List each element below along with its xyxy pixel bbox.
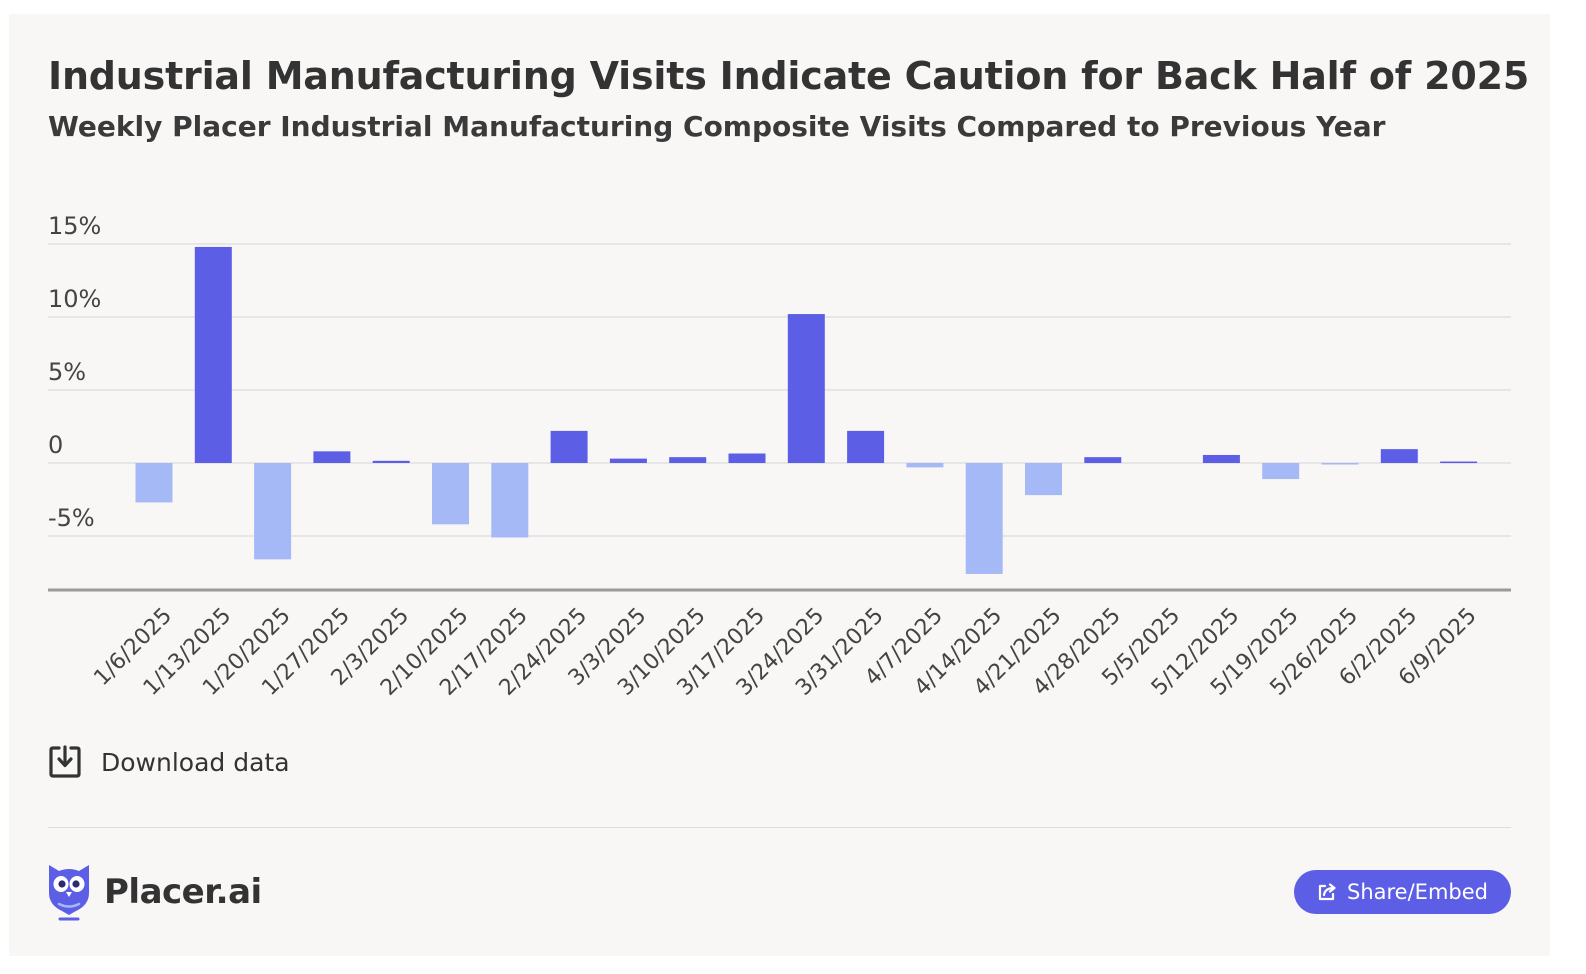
bar: [847, 430, 885, 463]
bar: [609, 458, 647, 463]
chart-card: Industrial Manufacturing Visits Indicate…: [9, 14, 1550, 956]
y-tick-label: 15%: [48, 212, 101, 240]
chart-title: Industrial Manufacturing Visits Indicate…: [48, 54, 1530, 98]
share-embed-button[interactable]: Share/Embed: [1294, 870, 1511, 914]
bar: [550, 430, 588, 463]
bar: [254, 463, 292, 560]
bar: [194, 246, 232, 463]
bar: [906, 463, 944, 468]
bar: [313, 451, 351, 463]
bar: [1202, 454, 1240, 463]
bar: [1025, 463, 1062, 496]
bar: [135, 463, 173, 503]
placer-brand-name: Placer.ai: [104, 872, 262, 912]
y-tick-label: -5%: [48, 504, 95, 532]
bar: [372, 460, 410, 463]
bar-chart: 15% 10% 5% 0 -5% 1/6/20251/13/20251/20/20251…: [48, 212, 1511, 701]
bar: [491, 463, 529, 538]
download-data-label: Download data: [101, 747, 290, 777]
y-tick-label: 5%: [48, 358, 86, 386]
bar: [965, 463, 1003, 574]
footer-divider: [48, 827, 1511, 828]
bar: [1262, 463, 1300, 480]
bar: [1440, 461, 1478, 464]
placer-brand[interactable]: Placer.ai: [46, 859, 262, 925]
share-embed-label: Share/Embed: [1347, 880, 1488, 904]
y-tick-label: 10%: [48, 285, 101, 313]
bar: [669, 457, 707, 463]
y-tick-label: 0: [48, 431, 63, 459]
bar: [1380, 449, 1418, 463]
download-icon: [48, 744, 82, 780]
chart-subtitle: Weekly Placer Industrial Manufacturing C…: [48, 110, 1386, 143]
bar: [728, 453, 766, 463]
share-icon: [1317, 882, 1337, 902]
bar: [1084, 457, 1122, 463]
download-data-button[interactable]: Download data: [48, 744, 290, 780]
bar: [1321, 463, 1359, 465]
bar: [787, 314, 825, 463]
bar: [432, 463, 469, 525]
y-axis-ticks: 15% 10% 5% 0 -5%: [48, 212, 101, 532]
placer-owl-logo-icon: [46, 859, 92, 925]
bars: [135, 246, 1478, 574]
x-axis-ticks: 1/6/20251/13/20251/20/20251/27/20252/3/2…: [89, 603, 1481, 700]
